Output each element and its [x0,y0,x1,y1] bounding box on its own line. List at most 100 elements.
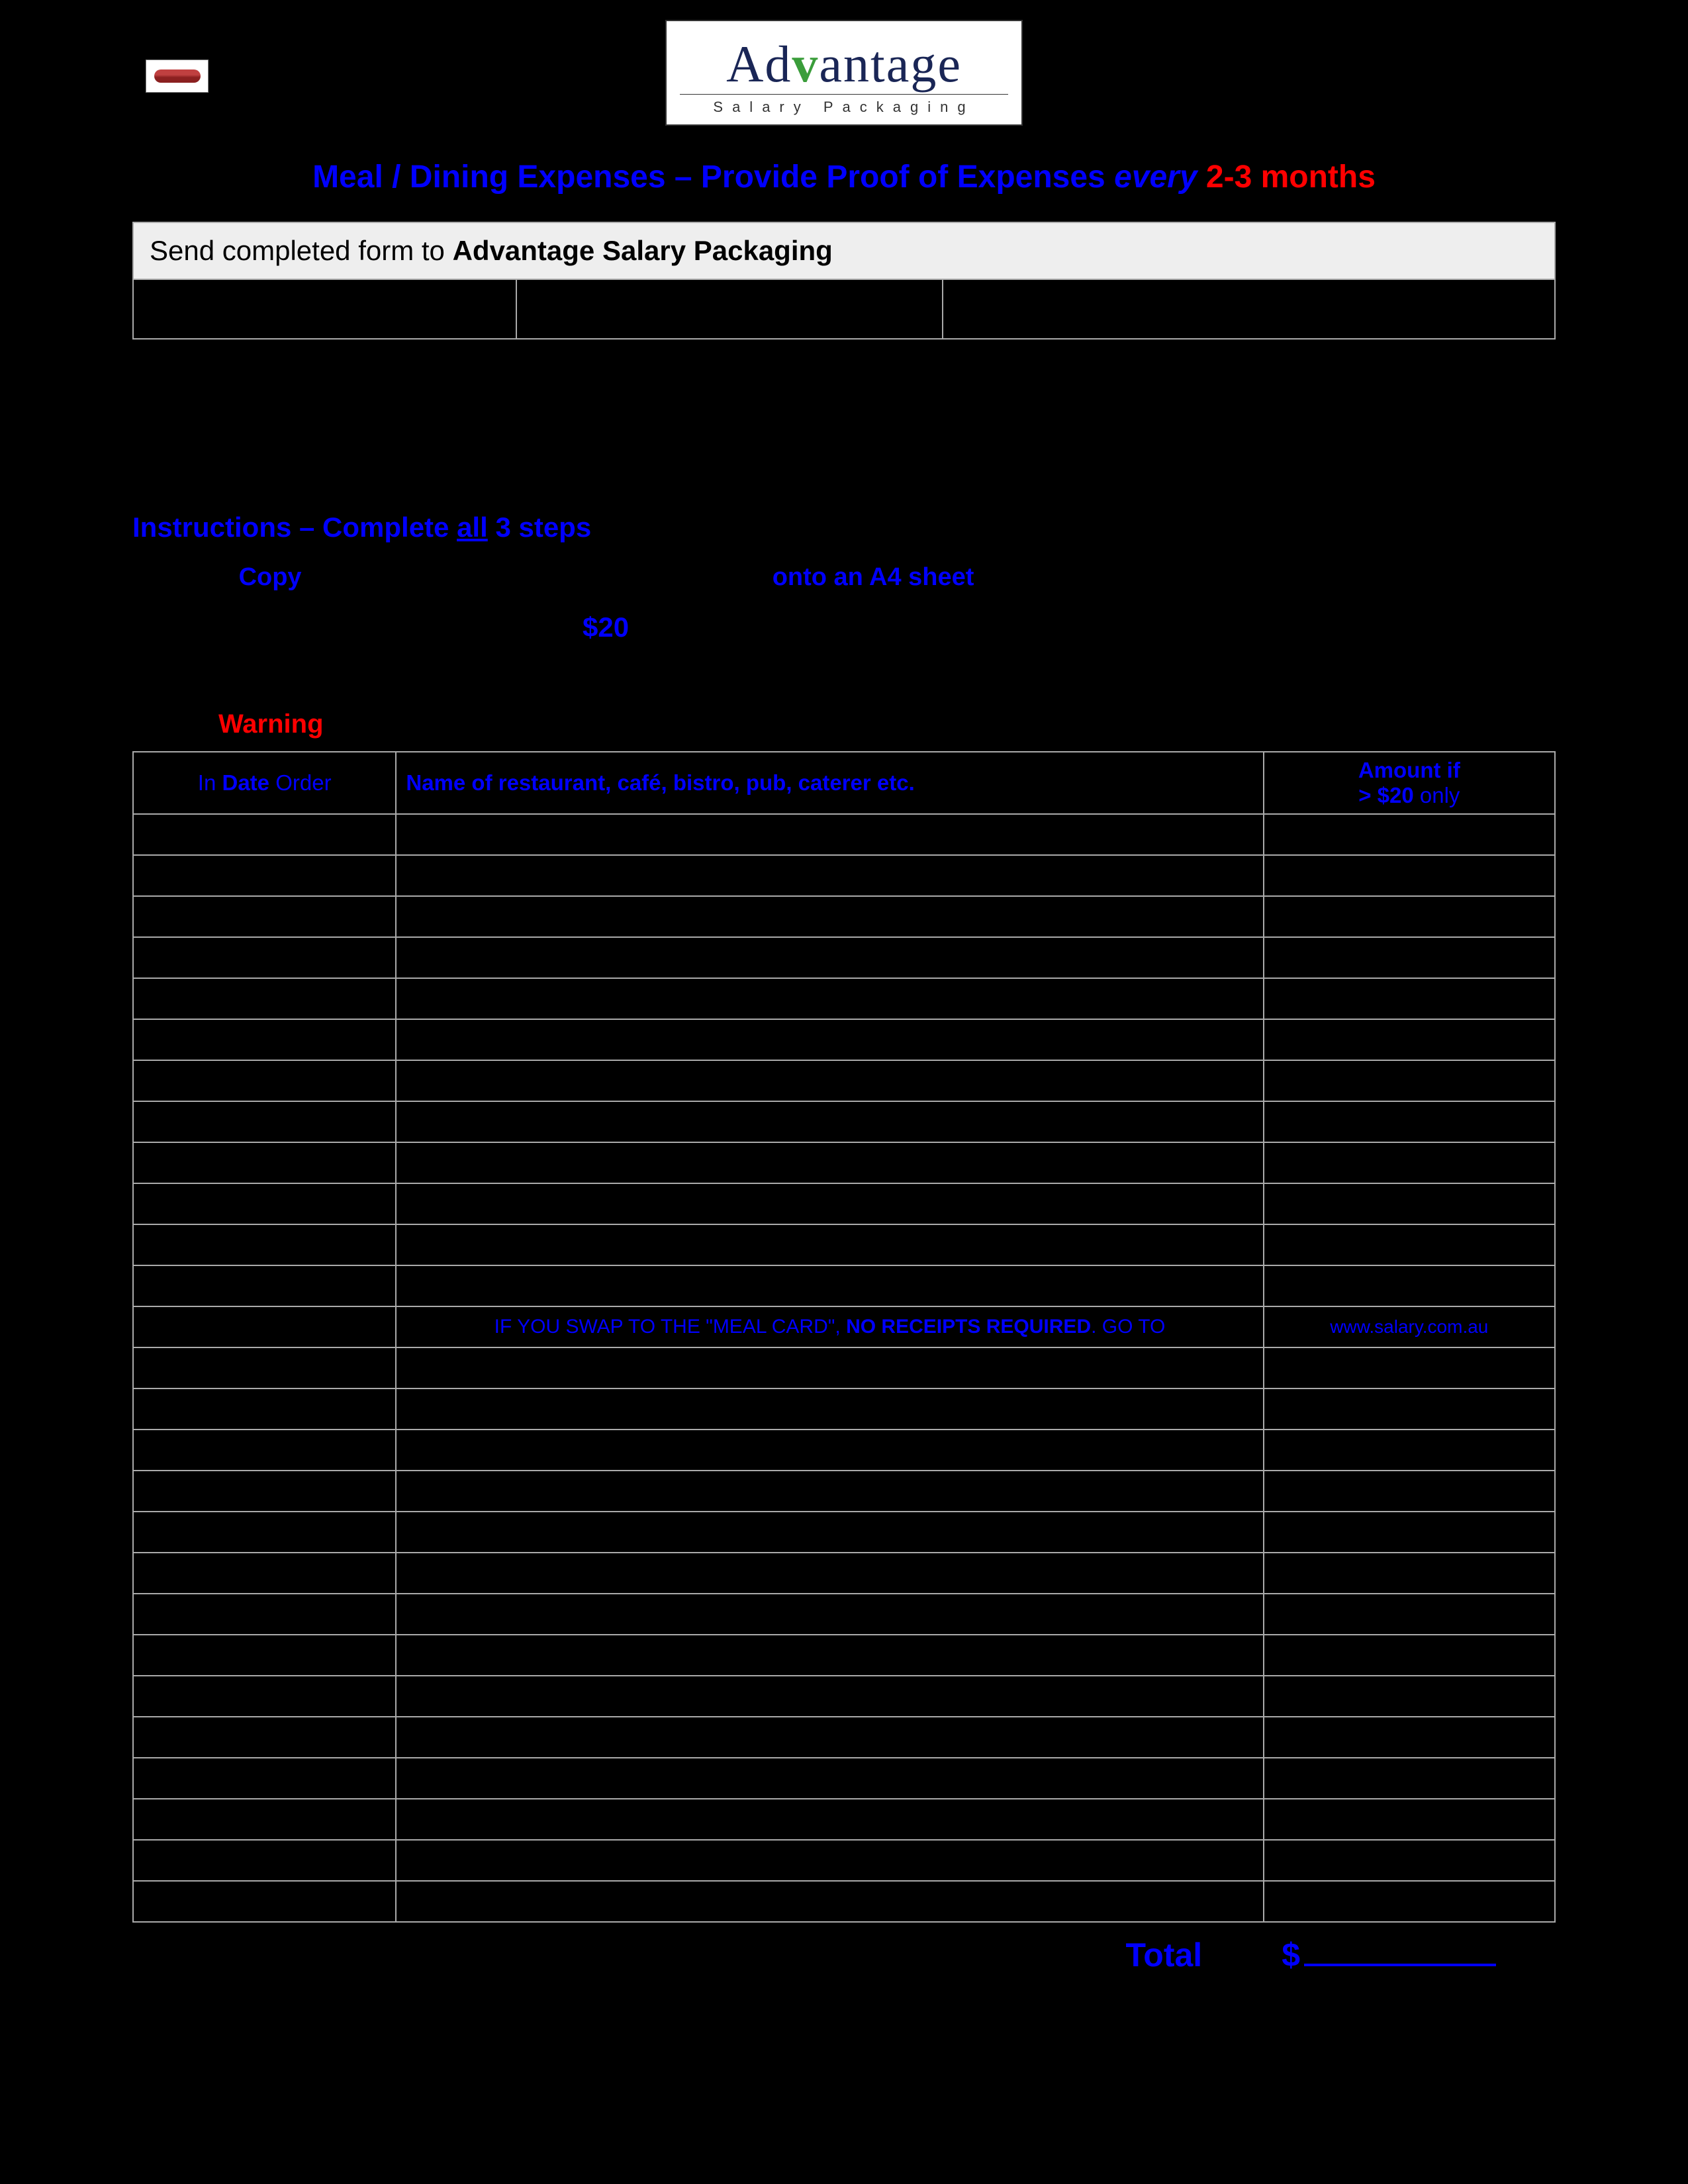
title-period: 2-3 months [1197,159,1376,195]
name-cell[interactable] [396,1717,1263,1758]
date-cell[interactable] [133,1840,396,1881]
amount-threshold: $20 [132,612,1556,643]
date-cell[interactable] [133,1224,396,1265]
amount-cell[interactable] [1264,1183,1555,1224]
date-cell[interactable] [133,978,396,1019]
date-cell[interactable] [133,1553,396,1594]
col-head-amount: Amount if > $20 only [1264,752,1555,814]
name-cell[interactable] [396,1388,1263,1430]
date-cell[interactable] [133,1758,396,1799]
amount-cell[interactable] [1264,1594,1555,1635]
date-cell[interactable] [133,1799,396,1840]
amount-cell[interactable] [1264,855,1555,896]
table-row [133,1101,1555,1142]
name-cell[interactable] [396,814,1263,855]
amount-cell[interactable] [1264,1388,1555,1430]
name-cell[interactable] [396,1594,1263,1635]
table-row [133,978,1555,1019]
total-line: Total$ [132,1936,1556,1974]
name-cell[interactable] [396,1060,1263,1101]
date-cell[interactable] [133,1265,396,1306]
name-cell[interactable] [396,1430,1263,1471]
name-cell[interactable] [396,1840,1263,1881]
amount-cell[interactable] [1264,1676,1555,1717]
amount-cell[interactable] [1264,1224,1555,1265]
table-row [133,1594,1555,1635]
send-cell-1[interactable] [134,279,517,338]
expense-table: In Date Order Name of restaurant, café, … [132,751,1556,1923]
name-cell[interactable] [396,1635,1263,1676]
name-cell[interactable] [396,1347,1263,1388]
date-cell[interactable] [133,1060,396,1101]
table-row [133,1430,1555,1471]
amount-cell[interactable] [1264,1881,1555,1922]
date-cell[interactable] [133,1101,396,1142]
name-cell[interactable] [396,978,1263,1019]
total-currency: $ [1282,1936,1300,1974]
name-cell[interactable] [396,1799,1263,1840]
date-cell[interactable] [133,1717,396,1758]
name-cell[interactable] [396,1553,1263,1594]
amount-cell[interactable] [1264,1142,1555,1183]
date-cell[interactable] [133,1306,396,1347]
amount-cell[interactable] [1264,1101,1555,1142]
amount-cell[interactable] [1264,978,1555,1019]
mid-message: IF YOU SWAP TO THE "MEAL CARD", NO RECEI… [396,1306,1263,1347]
date-cell[interactable] [133,1430,396,1471]
date-cell[interactable] [133,1635,396,1676]
amount-cell[interactable] [1264,1347,1555,1388]
name-cell[interactable] [396,1142,1263,1183]
amount-cell[interactable] [1264,1019,1555,1060]
send-cell-2[interactable] [517,279,943,338]
date-cell[interactable] [133,814,396,855]
name-cell[interactable] [396,1471,1263,1512]
amount-cell[interactable] [1264,1512,1555,1553]
amount-cell[interactable] [1264,896,1555,937]
name-cell[interactable] [396,1758,1263,1799]
name-cell[interactable] [396,1676,1263,1717]
amount-cell[interactable] [1264,1430,1555,1471]
name-cell[interactable] [396,855,1263,896]
date-cell[interactable] [133,855,396,896]
amount-cell[interactable] [1264,1758,1555,1799]
instructions-heading: Instructions – Complete all 3 steps [132,512,1556,543]
name-cell[interactable] [396,896,1263,937]
amount-cell[interactable] [1264,937,1555,978]
date-cell[interactable] [133,1019,396,1060]
amount-cell[interactable] [1264,814,1555,855]
logo-brand-pre: Ad [726,35,792,93]
date-cell[interactable] [133,1676,396,1717]
date-cell[interactable] [133,896,396,937]
amount-cell[interactable] [1264,1265,1555,1306]
amount-cell[interactable] [1264,1799,1555,1840]
name-cell[interactable] [396,1101,1263,1142]
table-row [133,1019,1555,1060]
name-cell[interactable] [396,1265,1263,1306]
col-head-name: Name of restaurant, café, bistro, pub, c… [396,752,1263,814]
send-cell-3[interactable] [943,279,1554,338]
name-cell[interactable] [396,1224,1263,1265]
date-cell[interactable] [133,1347,396,1388]
amount-cell[interactable] [1264,1553,1555,1594]
name-cell[interactable] [396,1183,1263,1224]
mid-website[interactable]: www.salary.com.au [1264,1306,1555,1347]
name-cell[interactable] [396,1881,1263,1922]
date-cell[interactable] [133,1388,396,1430]
name-cell[interactable] [396,1512,1263,1553]
name-cell[interactable] [396,937,1263,978]
amount-cell[interactable] [1264,1060,1555,1101]
total-blank[interactable] [1304,1942,1496,1966]
date-cell[interactable] [133,937,396,978]
amount-cell[interactable] [1264,1840,1555,1881]
date-cell[interactable] [133,1881,396,1922]
date-cell[interactable] [133,1594,396,1635]
date-cell[interactable] [133,1471,396,1512]
table-row [133,1676,1555,1717]
date-cell[interactable] [133,1142,396,1183]
name-cell[interactable] [396,1019,1263,1060]
date-cell[interactable] [133,1512,396,1553]
amount-cell[interactable] [1264,1635,1555,1676]
date-cell[interactable] [133,1183,396,1224]
amount-cell[interactable] [1264,1471,1555,1512]
amount-cell[interactable] [1264,1717,1555,1758]
